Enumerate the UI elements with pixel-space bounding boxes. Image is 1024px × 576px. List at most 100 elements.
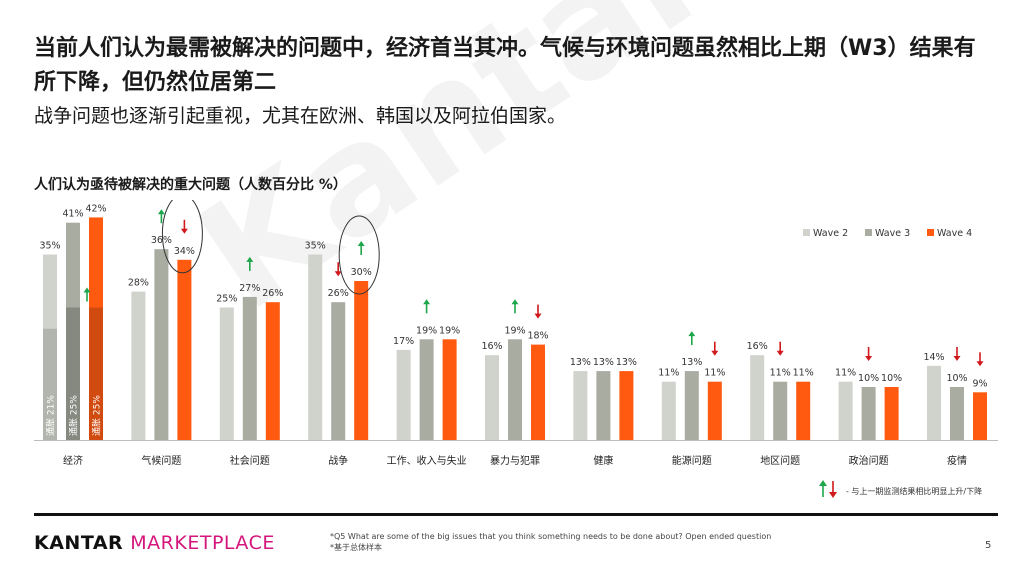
legend-swatch (927, 229, 934, 236)
legend-swatch (865, 229, 872, 236)
inflation-sub-bar (43, 328, 57, 440)
data-label: 13% (616, 357, 637, 368)
up-down-arrows-icon (819, 480, 837, 498)
bar-wave-3 (861, 387, 876, 440)
bar-wave-4 (354, 281, 369, 440)
bar-wave-4 (177, 259, 192, 440)
category-label: 能源问题 (672, 454, 712, 467)
data-label: 34% (174, 246, 195, 257)
down-arrow-icon (953, 347, 961, 361)
legend-swatch (803, 229, 810, 236)
category-label: 经济 (63, 454, 83, 467)
inflation-label: 通胀 25% (69, 395, 80, 436)
bar-wave-2 (661, 381, 676, 440)
down-arrow-icon (976, 352, 984, 367)
data-label: 36% (151, 235, 172, 246)
data-label: 26% (262, 288, 283, 299)
bar-wave-3 (242, 296, 257, 440)
inflation-label: 通胀 21% (46, 395, 57, 436)
bar-wave-4 (707, 381, 722, 440)
data-label: 11% (704, 368, 725, 379)
highlight-circle (161, 200, 203, 274)
data-label: 41% (62, 209, 83, 220)
category-label: 政治问题 (849, 454, 889, 467)
bar-wave-3 (684, 371, 699, 440)
bar-wave-3 (508, 339, 522, 440)
down-arrow-icon (334, 262, 342, 277)
data-label: 13% (570, 357, 591, 368)
legend-label: Wave 4 (937, 228, 972, 239)
data-label: 11% (770, 368, 791, 379)
bar-wave-4 (796, 381, 811, 440)
data-label: 10% (858, 373, 879, 384)
bar-wave-2 (131, 291, 146, 440)
category-label: 工作、收入与失业 (387, 454, 467, 467)
up-arrow-icon (357, 241, 365, 255)
bar-wave-4 (884, 387, 899, 440)
bar-wave-3 (331, 302, 346, 440)
data-label: 10% (881, 373, 902, 384)
down-arrow-icon (534, 304, 542, 319)
data-label: 19% (416, 325, 437, 336)
bar-wave-2 (750, 355, 765, 440)
data-label: 19% (504, 325, 525, 336)
category-label: 地区问题 (760, 454, 800, 467)
data-label: 30% (351, 267, 372, 278)
data-label: 10% (946, 373, 967, 384)
data-label: 13% (681, 357, 702, 368)
logo-brand: KANTAR (34, 532, 124, 554)
data-label: 11% (793, 368, 814, 379)
data-label: 16% (747, 341, 768, 352)
logo-product: MARKETPLACE (130, 532, 275, 554)
bar-wave-2 (573, 371, 588, 440)
kantar-marketplace-logo: KANTAR MARKETPLACE (34, 532, 275, 554)
legend-label: Wave 3 (875, 228, 910, 239)
category-label: 社会问题 (230, 454, 270, 467)
category-label: 战争 (328, 454, 348, 467)
up-arrow-icon (157, 209, 165, 224)
data-label: 18% (527, 331, 548, 342)
inflation-sub-bar (89, 307, 103, 440)
page-title: 当前人们认为最需被解决的问题中，经济首当其冲。气候与环境问题虽然相比上期（W3）… (34, 36, 976, 95)
category-label: 暴力与犯罪 (490, 454, 540, 467)
up-arrow-icon (246, 256, 254, 271)
bar-wave-2 (219, 307, 234, 440)
data-label: 27% (239, 283, 260, 294)
category-label: 健康 (593, 454, 613, 467)
highlight-circle (338, 215, 380, 295)
bar-wave-3 (950, 387, 964, 440)
up-arrow-icon (83, 287, 91, 302)
bar-wave-4 (531, 344, 545, 440)
category-label: 疫情 (947, 454, 967, 467)
footnote-line-1: *Q5 What are some of the big issues that… (330, 532, 772, 541)
data-label: 14% (923, 352, 944, 363)
footnote: *Q5 What are some of the big issues that… (330, 531, 771, 553)
chart-title: 人们认为亟待被解决的重大问题（人数百分比 %） (34, 177, 347, 193)
data-label: 9% (972, 378, 987, 389)
data-label: 13% (593, 357, 614, 368)
bar-wave-3 (154, 249, 169, 440)
data-label: 11% (835, 368, 856, 379)
bar-wave-4 (973, 392, 987, 440)
category-label: 气候问题 (141, 454, 181, 467)
down-arrow-icon (180, 219, 188, 234)
change-legend-note: - 与上一期监测结果相比明显上升/下降 (846, 487, 983, 496)
bar-wave-3 (419, 339, 434, 440)
data-label: 42% (85, 203, 106, 214)
data-label: 11% (658, 368, 679, 379)
up-arrow-icon (511, 299, 519, 314)
data-label: 28% (128, 278, 149, 289)
bar-wave-2 (927, 365, 941, 440)
bar-wave-4 (619, 371, 634, 440)
down-arrow-icon (711, 341, 719, 356)
data-label: 19% (439, 325, 460, 336)
inflation-sub-bar (66, 307, 80, 440)
footer-divider (34, 513, 998, 516)
legend-label: Wave 2 (813, 228, 848, 239)
bar-wave-4 (265, 302, 280, 440)
down-arrow-icon (865, 347, 873, 361)
data-label: 16% (481, 341, 502, 352)
data-label: 35% (305, 241, 326, 252)
data-label: 26% (328, 288, 349, 299)
